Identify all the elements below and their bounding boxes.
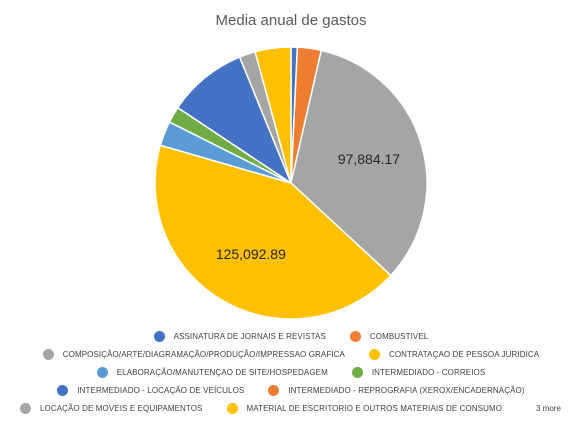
legend-label: CONTRATAÇAO DE PESSOA JURIDICA (388, 350, 540, 359)
pie-slice[interactable] (290, 49, 428, 277)
legend-label: INTERMEDIADO - LOCAÇÃO DE VEÍCULOS (77, 386, 245, 395)
legend-item-locacao-veiculos[interactable]: INTERMEDIADO - LOCAÇÃO DE VEÍCULOS (57, 385, 244, 396)
legend-label: MATERIAL DE ESCRITORIO E OUTROS MATERIAI… (246, 404, 503, 413)
legend-marker (20, 403, 31, 414)
legend-item-combustivel[interactable]: COMBUSTIVEL (349, 331, 429, 342)
legend-label: ELABORAÇÃO/MANUTENÇAO DE SITE/HOSPEDAGEM (116, 368, 328, 377)
legend-marker (368, 349, 380, 360)
legend-label: INTERMEDIADO - CORREIOS (371, 368, 486, 377)
legend-label: COMBUSTIVEL (369, 332, 429, 341)
legend-marker (349, 331, 361, 342)
legend-label: COMPOSIÇÃO/ARTE/DIAGRAMAÇÃO/PRODUÇÃO/IMP… (62, 350, 345, 359)
legend-marker (96, 367, 108, 378)
legend-marker (42, 349, 54, 360)
pie-slice[interactable] (154, 144, 392, 320)
legend-item-material-escritorio[interactable]: MATERIAL DE ESCRITORIO E OUTROS MATERIAI… (226, 403, 503, 414)
legend-item-reprografia[interactable]: INTERMEDIADO - REPROGRAFIA (XEROX/ENCADE… (268, 385, 525, 396)
legend-more-button[interactable]: 3 more (536, 404, 561, 413)
data-label: 125,092.89 (216, 246, 286, 262)
legend-row-5: LOCAÇÃO DE MOVEIS E EQUIPAMENTOS MATERIA… (0, 403, 582, 414)
legend-marker (268, 385, 280, 396)
legend-label: LOCAÇÃO DE MOVEIS E EQUIPAMENTOS (40, 404, 203, 413)
data-label: 97,884.17 (338, 151, 400, 167)
legend-row-1: ASSINATURA DE JORNAIS E REVISTAS COMBUST… (0, 331, 582, 342)
legend-item-elaboracao[interactable]: ELABORAÇÃO/MANUTENÇAO DE SITE/HOSPEDAGEM (96, 367, 328, 378)
legend-row-3: ELABORAÇÃO/MANUTENÇAO DE SITE/HOSPEDAGEM… (0, 367, 582, 378)
legend-row-2: COMPOSIÇÃO/ARTE/DIAGRAMAÇÃO/PRODUÇÃO/IMP… (0, 349, 582, 360)
legend-item-correios[interactable]: INTERMEDIADO - CORREIOS (351, 367, 486, 378)
legend-item-contratacao[interactable]: CONTRATAÇAO DE PESSOA JURIDICA (368, 349, 540, 360)
legend-label: ASSINATURA DE JORNAIS E REVISTAS (173, 332, 326, 341)
legend-label: INTERMEDIADO - REPROGRAFIA (XEROX/ENCADE… (288, 386, 525, 395)
pie-chart: 97,884.17 125,092.89 (154, 46, 428, 320)
pie-slice[interactable] (176, 56, 293, 185)
legend-marker (226, 403, 238, 414)
legend-item-assinatura[interactable]: ASSINATURA DE JORNAIS E REVISTAS (153, 331, 326, 342)
legend-item-locacao-moveis[interactable]: LOCAÇÃO DE MOVEIS E EQUIPAMENTOS (20, 403, 203, 414)
legend-marker (351, 367, 363, 378)
legend-marker (153, 331, 165, 342)
legend-row-4: INTERMEDIADO - LOCAÇÃO DE VEÍCULOS INTER… (0, 385, 582, 396)
legend-item-composicao[interactable]: COMPOSIÇÃO/ARTE/DIAGRAMAÇÃO/PRODUÇÃO/IMP… (42, 349, 345, 360)
chart-title: Media anual de gastos (215, 12, 367, 29)
legend-marker (57, 385, 69, 396)
pie-slice[interactable] (254, 46, 292, 184)
